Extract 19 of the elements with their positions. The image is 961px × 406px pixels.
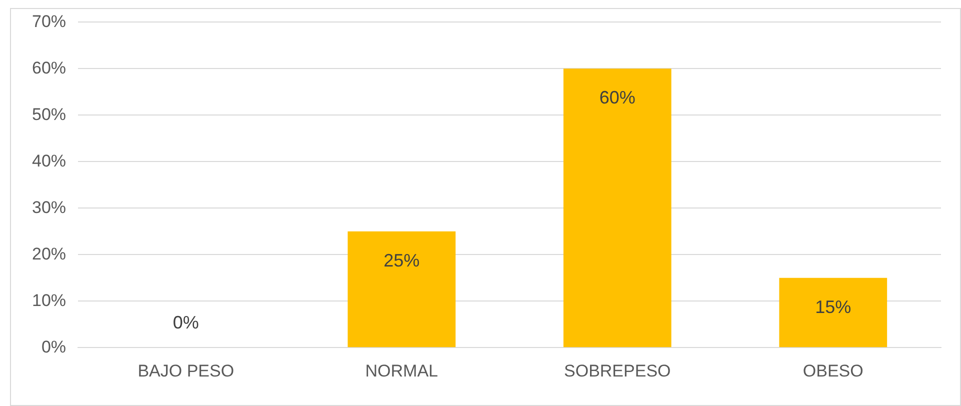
- bar: [563, 68, 672, 348]
- y-tick-label: 70%: [32, 12, 66, 31]
- x-tick-label: NORMAL: [365, 361, 438, 380]
- data-label: 15%: [815, 296, 852, 317]
- y-tick-label: 0%: [41, 337, 66, 356]
- bar: [779, 278, 888, 348]
- y-tick-label: 60%: [32, 58, 66, 78]
- x-tick-label: OBESO: [802, 361, 864, 380]
- x-tick-label: BAJO PESO: [138, 361, 234, 380]
- x-tick-label: SOBREPESO: [564, 361, 671, 380]
- data-label: 25%: [384, 250, 420, 270]
- bar: [348, 231, 456, 348]
- data-label: 0%: [172, 312, 199, 333]
- y-tick-label: 40%: [32, 151, 66, 170]
- y-tick-label: 20%: [32, 244, 66, 264]
- y-tick-label: 30%: [32, 198, 66, 217]
- data-label: 60%: [599, 88, 636, 108]
- y-tick-label: 10%: [32, 290, 66, 310]
- y-tick-label: 50%: [32, 104, 66, 124]
